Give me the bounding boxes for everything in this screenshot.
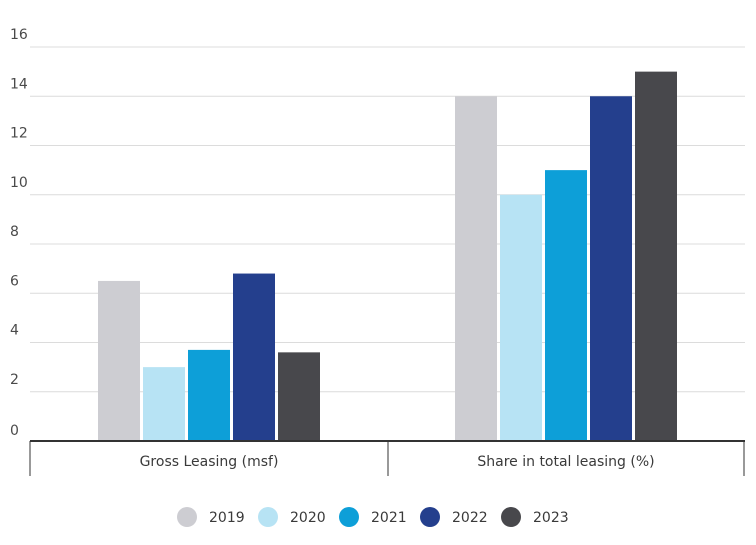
bar-2020-gross-leasing [143, 367, 185, 441]
legend-item-2021: 2021 [339, 507, 407, 527]
legend-label: 2021 [371, 510, 407, 526]
legend-swatch [177, 507, 197, 527]
bar-2019-share-total-leasing [455, 96, 497, 441]
y-tick-label: 10 [10, 175, 28, 191]
legend-swatch [501, 507, 521, 527]
y-tick-label: 14 [10, 76, 28, 92]
bar-2022-share-total-leasing [590, 96, 632, 441]
y-tick-label: 2 [10, 372, 19, 388]
legend: 2019 2020 2021 2022 2023 [177, 507, 569, 527]
y-tick-label: 4 [10, 323, 19, 339]
legend-swatch [420, 507, 440, 527]
y-tick-label: 12 [10, 126, 28, 142]
bar-2021-share-total-leasing [545, 170, 587, 441]
y-axis-ticks: 0 2 4 6 8 10 12 14 16 [10, 27, 28, 439]
y-tick-label: 8 [10, 224, 19, 240]
legend-label: 2022 [452, 510, 488, 526]
legend-item-2019: 2019 [177, 507, 245, 527]
legend-swatch [258, 507, 278, 527]
category-label: Gross Leasing (msf) [140, 454, 279, 470]
category-label: Share in total leasing (%) [477, 454, 654, 470]
legend-item-2020: 2020 [258, 507, 326, 527]
category-labels: Gross Leasing (msf) Share in total leasin… [140, 454, 655, 470]
bar-2019-gross-leasing [98, 280, 140, 441]
y-tick-label: 16 [10, 27, 28, 43]
legend-label: 2019 [209, 510, 245, 526]
legend-label: 2020 [290, 510, 326, 526]
y-tick-label: 0 [10, 423, 19, 439]
bar-2021-gross-leasing [188, 349, 230, 441]
bar-2022-gross-leasing [233, 273, 275, 441]
legend-item-2022: 2022 [420, 507, 488, 527]
bar-2023-gross-leasing [278, 352, 320, 441]
legend-swatch [339, 507, 359, 527]
bar-2023-share-total-leasing [635, 71, 677, 441]
legend-item-2023: 2023 [501, 507, 569, 527]
legend-label: 2023 [533, 510, 569, 526]
bar-2020-share-total-leasing [500, 194, 542, 441]
y-tick-label: 6 [10, 273, 19, 289]
gridlines [30, 46, 745, 393]
bars [98, 71, 677, 441]
x-axis [29, 440, 745, 476]
